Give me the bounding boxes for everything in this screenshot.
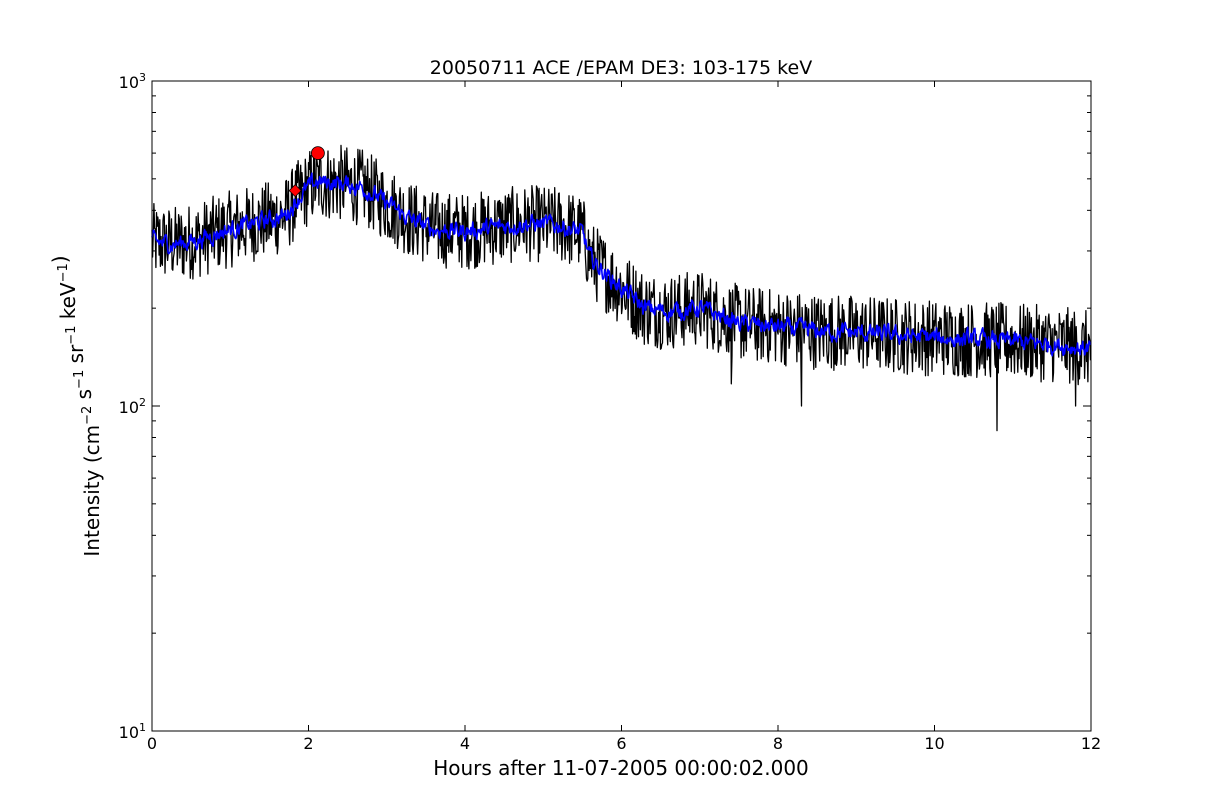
x-tick-label: 4 xyxy=(460,734,470,753)
y-tick-label: 102 xyxy=(119,396,146,417)
chart-title: 20050711 ACE /EPAM DE3: 103-175 keV xyxy=(430,57,812,79)
x-tick-label: 8 xyxy=(773,734,783,753)
x-tick-label: 0 xyxy=(147,734,157,753)
y-tick-label: 101 xyxy=(119,721,146,742)
x-tick-label: 10 xyxy=(924,734,944,753)
x-axis-label: Hours after 11-07-2005 00:00:02.000 xyxy=(433,756,809,780)
smoothed-series-line xyxy=(151,172,1092,357)
x-tick-label: 12 xyxy=(1081,734,1101,753)
x-tick-label: 2 xyxy=(303,734,313,753)
plot-area xyxy=(151,144,1092,432)
y-axis-label: Intensity (cm−2 s−1 sr−1 keV−1) xyxy=(48,255,104,556)
x-axis: 0 2 4 6 8 10 12 xyxy=(147,81,1101,753)
raw-series-line xyxy=(151,144,1092,432)
onset-diamond-marker xyxy=(288,184,302,198)
peak-circle-marker xyxy=(310,146,325,161)
y-tick-label: 103 xyxy=(119,71,146,92)
y-axis: 101 102 103 xyxy=(119,71,1091,742)
x-tick-label: 6 xyxy=(616,734,626,753)
